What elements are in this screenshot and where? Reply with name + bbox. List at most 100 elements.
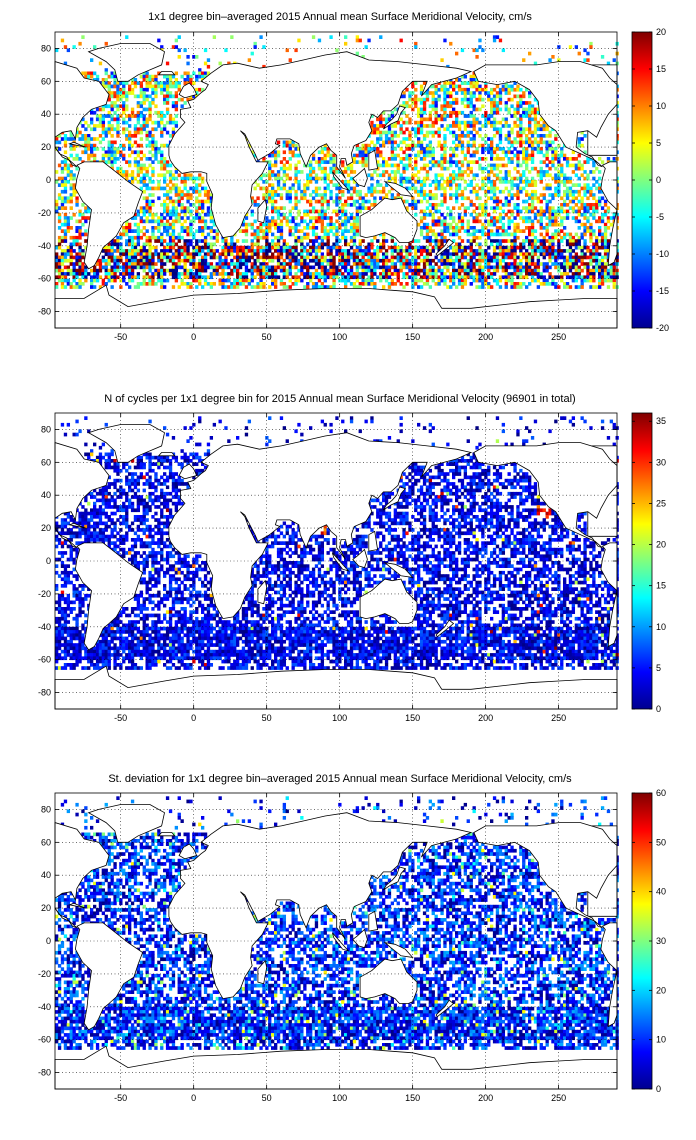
data-cell [469,101,473,105]
data-cell [478,120,482,125]
data-cell [238,265,243,270]
data-cell [168,209,173,214]
data-cell [63,180,68,184]
data-cell [168,81,173,85]
data-cell [492,249,497,253]
data-cell [589,203,593,207]
data-cell [446,262,450,266]
data-cell [563,226,567,230]
data-cell [571,157,576,161]
data-cell [116,114,120,118]
data-cell [431,222,435,227]
data-cell [130,245,135,250]
data-cell [548,239,552,243]
data-cell [419,183,424,187]
data-cell [154,110,158,115]
data-cell [495,216,500,220]
data-cell [463,134,468,138]
data-cell [69,147,73,151]
data-cell [148,186,152,191]
data-cell [507,249,511,253]
data-cell [180,272,184,276]
data-cell [583,262,587,266]
data-cell [160,91,164,95]
data-cell [428,160,433,164]
data-cell [574,45,579,49]
data-cell [530,268,535,273]
data-cell [472,262,476,266]
data-cell [355,183,360,187]
data-cell [145,81,149,85]
data-cell [282,183,287,187]
data-cell [580,258,584,263]
data-cell [449,84,453,89]
data-cell [498,130,503,135]
data-cell [244,252,249,257]
data-cell [78,252,82,257]
data-cell [142,189,146,194]
data-cell [165,107,170,112]
data-cell [408,163,412,168]
data-cell [154,235,158,240]
data-cell [563,216,567,220]
data-cell [154,78,158,82]
data-cell [165,189,170,194]
data-cell [122,120,126,125]
data-cell [367,173,371,178]
data-cell [306,265,310,270]
data-cell [528,183,532,187]
data-cell [425,134,430,138]
data-cell [81,249,85,253]
data-cell [122,107,126,112]
data-cell [297,209,301,214]
data-cell [101,81,106,85]
data-cell [530,150,535,155]
data-cell [198,199,202,204]
data-cell [78,219,82,224]
data-cell [297,170,301,174]
data-cell [128,262,132,266]
data-cell [271,196,275,201]
data-cell [408,157,412,161]
data-cell [274,255,278,260]
data-cell [507,110,511,115]
data-cell [434,235,438,240]
data-cell [148,114,152,118]
data-cell [414,265,418,270]
data-cell [160,219,164,224]
data-cell [317,199,322,204]
data-cell [122,249,126,253]
data-cell [262,64,266,69]
data-cell [449,130,453,135]
data-cell [209,212,214,217]
data-cell [449,222,453,227]
data-cell [142,265,146,270]
data-cell [513,87,517,92]
data-cell [466,120,470,125]
data-cell [577,183,581,187]
data-cell [300,258,304,263]
data-cell [417,143,421,148]
data-cell [583,239,587,243]
data-cell [507,216,511,220]
data-cell [428,117,433,122]
data-cell [417,239,421,243]
data-cell [55,170,59,174]
data-cell [387,176,392,181]
data-cell [498,232,503,237]
data-cell [542,134,546,138]
data-cell [367,245,371,250]
data-cell [209,199,214,204]
data-cell [460,170,465,174]
data-cell [396,252,400,257]
data-cell [612,212,616,217]
data-cell [422,176,427,181]
data-cell [504,245,508,250]
data-cell [195,212,199,217]
data-cell [128,163,132,168]
data-cell [148,180,152,184]
data-cell [475,189,479,194]
data-cell [148,157,152,161]
data-cell [536,245,541,250]
data-cell [460,87,465,92]
